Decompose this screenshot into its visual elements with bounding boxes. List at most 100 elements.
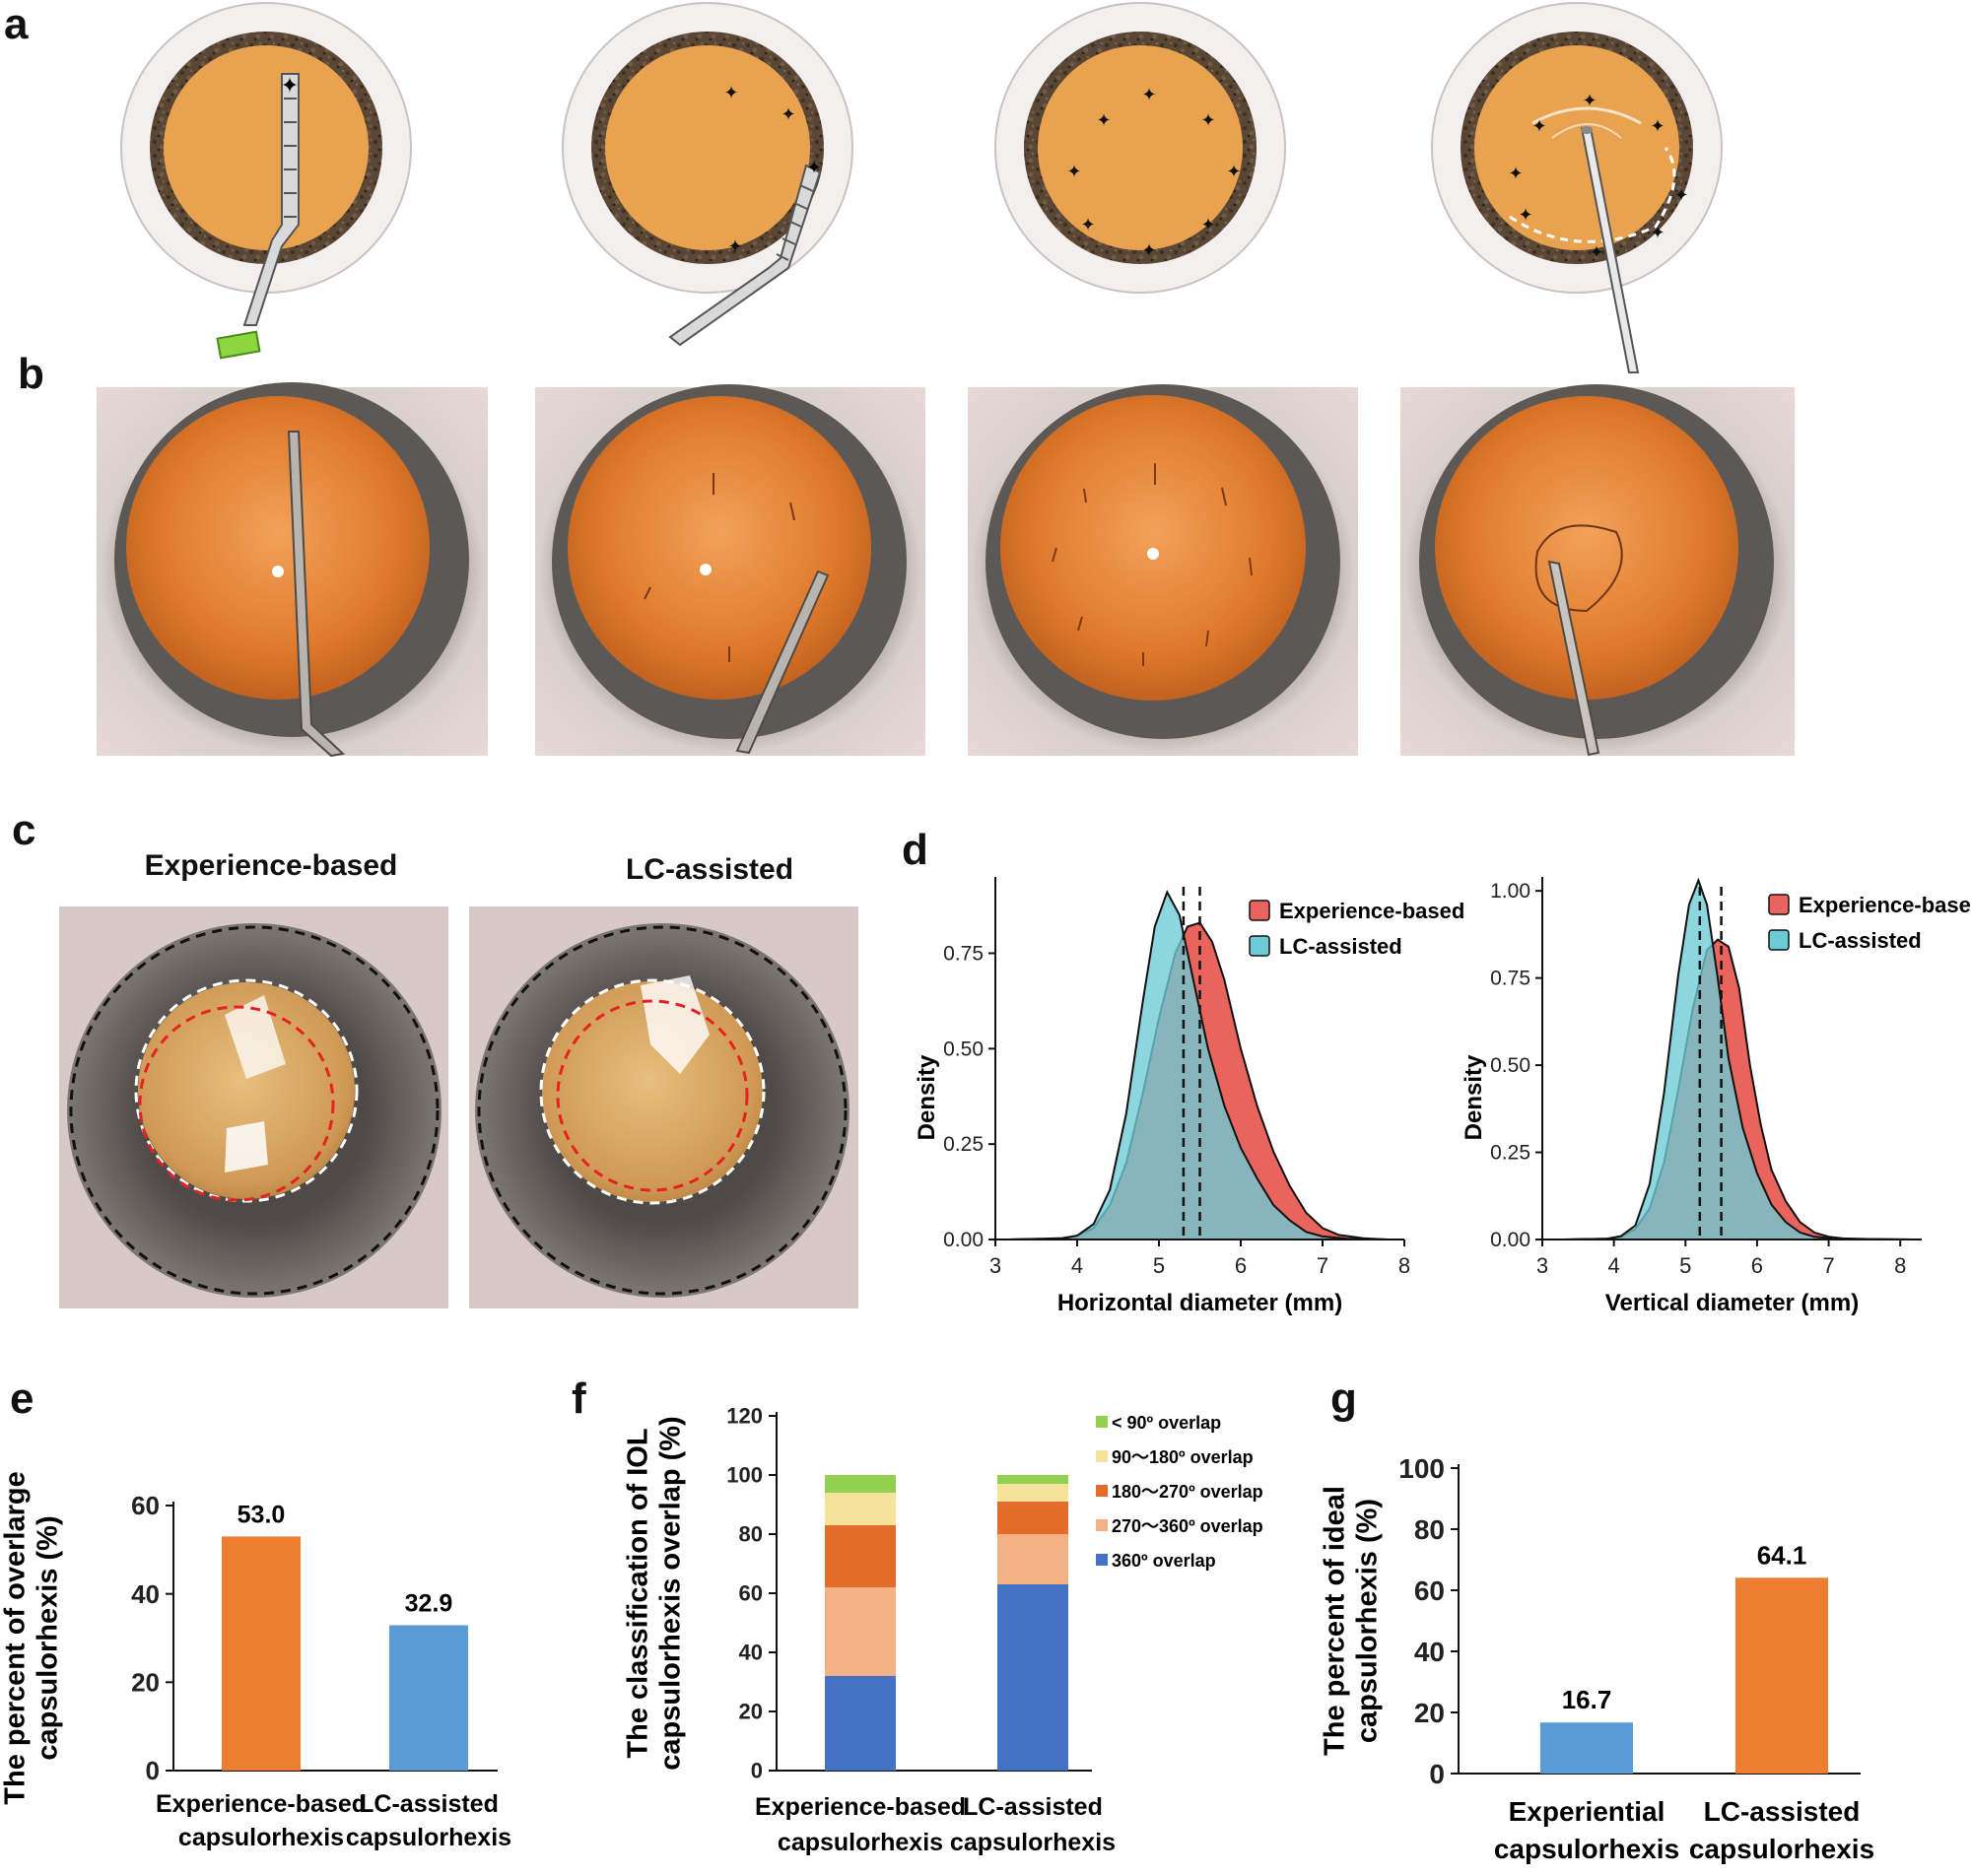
density-plot-d-left: 3 4 5 6 7 8 0.00 0.25 0.50 0.75 Horizontal diamete…: [914, 877, 1464, 1316]
legend-label: 270～360º overlap: [1112, 1516, 1263, 1536]
photo-title-lc-assisted: LC-assisted: [625, 853, 794, 886]
bar-segment--90-overlap: [997, 1475, 1068, 1484]
y-tick-label: 0.50: [943, 1038, 984, 1060]
legend-label: 90～180º overlap: [1112, 1447, 1254, 1467]
x-tick-label: 5: [1153, 1253, 1165, 1278]
panel-label-d: d: [902, 826, 928, 874]
x-tick-label: 6: [1751, 1253, 1763, 1278]
panel-label-b: b: [18, 350, 44, 398]
panel-label-f: f: [572, 1374, 586, 1423]
bar-value-label: 32.9: [405, 1589, 453, 1617]
x-tick-label: 8: [1398, 1253, 1410, 1278]
y-tick-label: 1.00: [1490, 880, 1530, 903]
y-tick-label: 0.75: [1490, 968, 1530, 990]
y-tick-label: 0.25: [1490, 1142, 1530, 1165]
bar-segment-360-overlap: [997, 1584, 1068, 1771]
bar-0: [1540, 1722, 1633, 1774]
bar-value-label: 53.0: [238, 1501, 286, 1528]
legend-swatch: [1768, 929, 1790, 951]
category-label: capsulorhexis: [950, 1829, 1116, 1856]
legend-label: Experience-based: [1279, 899, 1464, 923]
y-axis-title: The classification of IOL: [622, 1428, 653, 1758]
bar-segment-360-overlap: [825, 1676, 896, 1771]
legend-label: Experience-based: [1799, 893, 1971, 917]
y-tick-label: 20: [131, 1667, 160, 1697]
y-tick-label: 60: [131, 1491, 160, 1520]
x-tick-label: 6: [1235, 1253, 1247, 1278]
y-tick-label: 80: [1414, 1514, 1445, 1545]
legend-swatch: [1096, 1450, 1108, 1462]
category-label: LC-assisted: [1704, 1796, 1861, 1827]
bar-1: [1735, 1577, 1828, 1774]
y-tick-label: 0.75: [943, 942, 984, 965]
panel-label-e: e: [10, 1374, 34, 1423]
y-tick-label: 20: [1414, 1698, 1445, 1728]
panel-label-c: c: [12, 806, 36, 854]
x-tick-label: 7: [1822, 1253, 1834, 1278]
panel-label-g: g: [1330, 1374, 1357, 1423]
bar-segment-90-180-overlap: [825, 1493, 896, 1525]
category-label: LC-assisted: [963, 1793, 1103, 1821]
y-tick-label: 0: [146, 1756, 160, 1785]
y-tick-label: 60: [1414, 1575, 1445, 1606]
category-label: capsulorhexis: [778, 1829, 943, 1856]
legend-swatch: [1096, 1416, 1108, 1428]
legend-label: LC-assisted: [1799, 928, 1922, 953]
y-tick-label: 20: [739, 1700, 763, 1724]
panel-label-a: a: [4, 0, 29, 48]
y-tick-label: 40: [131, 1579, 160, 1609]
bar-segment-90-180-overlap: [997, 1484, 1068, 1502]
bar-0: [222, 1536, 301, 1771]
y-tick-label: 120: [726, 1404, 763, 1429]
y-tick-label: 60: [739, 1581, 763, 1606]
category-label: Experience-based: [755, 1793, 966, 1821]
x-tick-label: 3: [989, 1253, 1001, 1278]
y-axis-title: The percent of ideal: [1319, 1486, 1350, 1756]
y-tick-label: 0: [1429, 1759, 1445, 1789]
y-axis-title: capsulorhexis (%): [1352, 1499, 1384, 1743]
bar-segment--90-overlap: [825, 1475, 896, 1493]
legend-swatch: [1096, 1519, 1108, 1531]
legend-label: < 90º overlap: [1112, 1413, 1221, 1433]
legend-swatch: [1768, 894, 1790, 915]
legend-swatch: [1249, 935, 1270, 957]
category-label: capsulorhexis: [1494, 1834, 1679, 1864]
x-axis-title: Horizontal diameter (mm): [1057, 1290, 1342, 1316]
bar-value-label: 16.7: [1562, 1685, 1612, 1714]
category-label: capsulorhexis: [1689, 1834, 1874, 1864]
y-tick-label: 0.25: [943, 1133, 984, 1156]
bar-1: [389, 1625, 468, 1771]
y-axis-title: Density: [1461, 1054, 1487, 1140]
legend-label: 180～270º overlap: [1112, 1482, 1263, 1502]
y-tick-label: 0: [751, 1759, 763, 1783]
legend-swatch: [1096, 1485, 1108, 1497]
legend-swatch: [1096, 1554, 1108, 1566]
y-tick-label: 0.00: [943, 1229, 984, 1251]
bar-segment-180-270-overlap: [997, 1502, 1068, 1534]
x-tick-label: 4: [1071, 1253, 1083, 1278]
category-label: Experience-based: [156, 1790, 367, 1818]
bar-chart-g: 0 20 40 60 80 100 16.7 64.1 Experiential capsulor…: [1319, 1453, 1874, 1864]
y-tick-label: 100: [726, 1463, 763, 1488]
photo-title-experience-based: Experience-based: [144, 849, 398, 882]
y-axis-title: capsulorhexis overlap (%): [655, 1416, 687, 1770]
legend-label: LC-assisted: [1279, 934, 1402, 959]
category-label: capsulorhexis: [346, 1824, 511, 1851]
legend-swatch: [1249, 900, 1270, 921]
y-tick-label: 0.00: [1490, 1229, 1530, 1251]
bar-segment-270-360-overlap: [825, 1587, 896, 1676]
bar-segment-180-270-overlap: [825, 1525, 896, 1587]
x-tick-label: 4: [1608, 1253, 1620, 1278]
y-axis-title: The percent of overlarge: [0, 1471, 31, 1804]
x-tick-label: 8: [1894, 1253, 1906, 1278]
x-axis-title: Vertical diameter (mm): [1605, 1290, 1859, 1316]
y-tick-label: 100: [1398, 1453, 1445, 1484]
legend-label: 360º overlap: [1112, 1551, 1216, 1571]
category-label: LC-assisted: [359, 1790, 499, 1818]
density-curve-lc-assisted: [1563, 877, 1915, 1240]
density-curve-lc-assisted: [1007, 890, 1389, 1240]
y-axis-title: capsulorhexis (%): [33, 1515, 64, 1760]
x-tick-label: 7: [1317, 1253, 1328, 1278]
x-tick-label: 3: [1536, 1253, 1548, 1278]
